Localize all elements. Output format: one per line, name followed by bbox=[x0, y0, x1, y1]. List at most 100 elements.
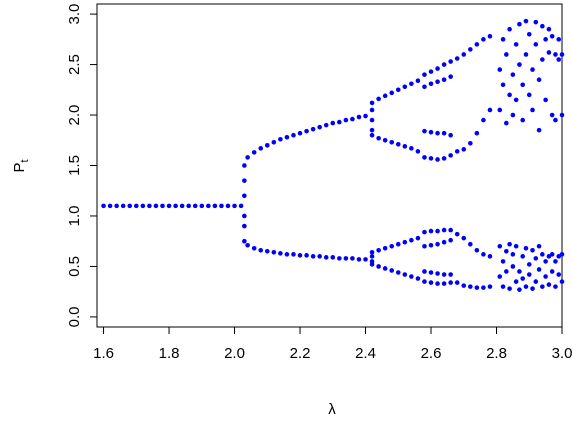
point bbox=[435, 79, 440, 85]
point bbox=[497, 274, 503, 279]
point bbox=[513, 243, 519, 249]
point bbox=[507, 286, 512, 291]
point bbox=[461, 235, 467, 241]
point bbox=[395, 142, 401, 147]
point bbox=[543, 37, 548, 42]
point bbox=[497, 243, 503, 249]
point bbox=[242, 238, 247, 244]
point bbox=[546, 26, 552, 32]
point bbox=[238, 203, 244, 209]
point bbox=[533, 42, 539, 47]
point bbox=[369, 250, 375, 255]
point bbox=[245, 242, 250, 248]
x-tick-label: 3.0 bbox=[552, 345, 572, 362]
point bbox=[540, 252, 545, 257]
point bbox=[389, 268, 395, 273]
point bbox=[533, 19, 539, 25]
point bbox=[402, 144, 408, 149]
point bbox=[540, 284, 545, 289]
point bbox=[523, 245, 529, 251]
point bbox=[481, 37, 486, 42]
y-tick-label: 2.5 bbox=[66, 54, 83, 75]
point bbox=[395, 241, 401, 247]
point bbox=[441, 281, 447, 286]
point bbox=[409, 274, 414, 279]
point bbox=[297, 253, 303, 258]
point bbox=[297, 130, 303, 136]
x-tick-label: 1.8 bbox=[159, 345, 180, 362]
point bbox=[454, 149, 460, 154]
point bbox=[242, 193, 247, 199]
point bbox=[323, 255, 329, 260]
point bbox=[337, 119, 342, 125]
point bbox=[369, 117, 375, 123]
point bbox=[382, 137, 388, 143]
point bbox=[291, 132, 296, 138]
point bbox=[258, 146, 264, 151]
point bbox=[199, 203, 205, 209]
point bbox=[543, 97, 548, 103]
point bbox=[523, 18, 529, 24]
point bbox=[559, 279, 565, 284]
point bbox=[523, 52, 529, 57]
point bbox=[284, 134, 290, 140]
point bbox=[504, 52, 509, 57]
point bbox=[428, 156, 434, 161]
point bbox=[441, 272, 447, 277]
x-tick-label: 2.0 bbox=[224, 345, 245, 362]
point bbox=[310, 126, 316, 132]
point bbox=[160, 203, 165, 209]
point bbox=[369, 100, 375, 106]
point bbox=[461, 52, 467, 57]
point bbox=[343, 117, 349, 123]
point bbox=[369, 107, 375, 113]
point bbox=[520, 276, 526, 281]
point bbox=[382, 93, 388, 99]
point bbox=[507, 26, 512, 32]
point bbox=[192, 203, 198, 209]
point bbox=[369, 127, 375, 133]
point bbox=[523, 284, 529, 289]
point bbox=[441, 156, 447, 161]
point bbox=[510, 252, 516, 257]
point bbox=[376, 247, 381, 253]
point bbox=[533, 256, 539, 261]
point bbox=[435, 281, 440, 286]
y-tick-label: 0.0 bbox=[66, 306, 83, 327]
plot-frame bbox=[96, 3, 563, 328]
point bbox=[369, 259, 375, 264]
point bbox=[147, 203, 152, 209]
point bbox=[454, 280, 460, 285]
point bbox=[559, 252, 565, 257]
point bbox=[559, 52, 565, 57]
point bbox=[448, 272, 453, 277]
point bbox=[500, 82, 506, 88]
point bbox=[422, 269, 427, 274]
point bbox=[530, 67, 535, 72]
point bbox=[517, 62, 522, 67]
point bbox=[556, 57, 562, 62]
point bbox=[415, 149, 421, 154]
point bbox=[369, 132, 375, 138]
point bbox=[504, 120, 509, 126]
point bbox=[395, 270, 401, 275]
point bbox=[468, 140, 473, 146]
point bbox=[264, 248, 270, 254]
point bbox=[520, 254, 526, 259]
point bbox=[376, 135, 381, 141]
point bbox=[242, 223, 247, 229]
point bbox=[310, 254, 316, 259]
point bbox=[448, 280, 453, 285]
y-tick-label: 0.5 bbox=[66, 256, 83, 277]
point bbox=[536, 243, 542, 249]
point bbox=[526, 92, 532, 98]
x-tick-label: 1.6 bbox=[93, 345, 114, 362]
point bbox=[536, 267, 542, 272]
point bbox=[520, 117, 526, 123]
point bbox=[553, 284, 558, 289]
point bbox=[559, 112, 565, 118]
point bbox=[389, 139, 395, 145]
point bbox=[540, 57, 545, 62]
point bbox=[422, 84, 427, 90]
point bbox=[553, 117, 558, 123]
